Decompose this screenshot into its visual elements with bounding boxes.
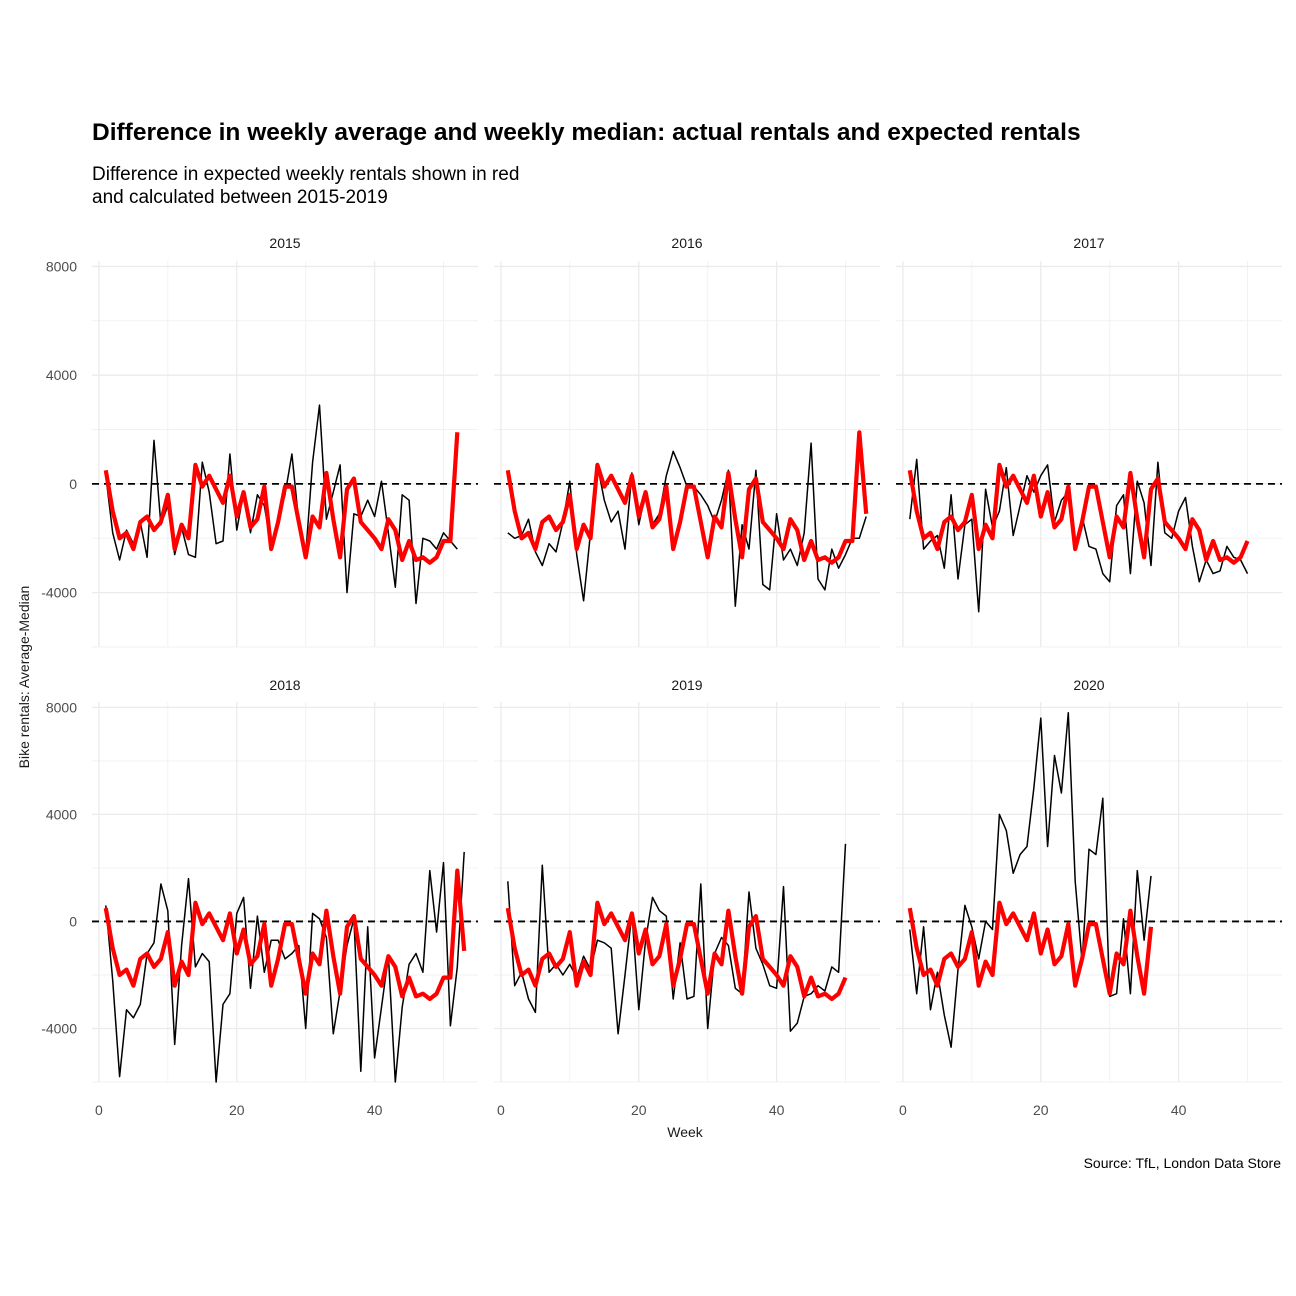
panel-2020: 2020 0 20 40 xyxy=(896,677,1282,1118)
panel-strip-label: 2019 xyxy=(671,677,702,693)
y-tick-label: 0 xyxy=(69,913,77,929)
expected-series-line xyxy=(907,900,1154,996)
panel-2018: 2018 8000 4000 0 -4000 0 20 40 xyxy=(41,677,478,1118)
x-tick-label: 20 xyxy=(1033,1102,1049,1118)
expected-series-line xyxy=(103,868,467,1002)
x-axis-label: Week xyxy=(667,1124,703,1140)
panel-strip-label: 2020 xyxy=(1073,677,1104,693)
actual-series-line xyxy=(507,843,847,1035)
chart-title: Difference in weekly average and weekly … xyxy=(92,119,1081,146)
panel-2019: 2019 0 20 40 xyxy=(494,677,880,1118)
actual-series-line xyxy=(105,851,465,1083)
x-tick-label: 20 xyxy=(229,1102,245,1118)
expected-series-line xyxy=(505,900,848,1002)
x-tick-label: 40 xyxy=(367,1102,383,1118)
panel-strip-label: 2016 xyxy=(671,235,702,251)
x-tick-label: 0 xyxy=(497,1102,505,1118)
expected-series-line xyxy=(907,462,1250,565)
subtitle-line-1: Difference in expected weekly rentals sh… xyxy=(92,164,520,185)
panel-strip-label: 2017 xyxy=(1073,235,1104,251)
panel-2016: 2016 xyxy=(494,235,880,648)
y-tick-label: 8000 xyxy=(46,699,77,715)
y-tick-label: 0 xyxy=(69,476,77,492)
y-tick-label: 8000 xyxy=(46,258,77,274)
expected-series-line xyxy=(103,432,460,565)
panel-2017: 2017 xyxy=(896,235,1282,648)
x-tick-label: 40 xyxy=(1171,1102,1187,1118)
chart-subtitle: Difference in expected weekly rentals sh… xyxy=(92,163,519,209)
subtitle-line-2: and calculated between 2015-2019 xyxy=(92,187,388,208)
x-tick-label: 20 xyxy=(631,1102,647,1118)
source-caption: Source: TfL, London Data Store xyxy=(1083,1155,1281,1171)
actual-series-line xyxy=(909,711,1152,1048)
y-tick-label: -4000 xyxy=(41,585,77,601)
x-tick-label: 0 xyxy=(95,1102,103,1118)
x-tick-label: 0 xyxy=(899,1102,907,1118)
x-tick-label: 40 xyxy=(769,1102,785,1118)
panel-strip-label: 2015 xyxy=(269,235,300,251)
expected-series-line xyxy=(505,430,869,565)
y-axis-label: Bike rentals: Average-Median xyxy=(16,585,32,769)
y-tick-label: 4000 xyxy=(46,367,77,383)
panel-2015: 2015 8000 4000 0 -4000 xyxy=(41,235,478,648)
y-tick-label: -4000 xyxy=(41,1020,77,1036)
y-tick-label: 4000 xyxy=(46,806,77,822)
panel-strip-label: 2018 xyxy=(269,677,300,693)
